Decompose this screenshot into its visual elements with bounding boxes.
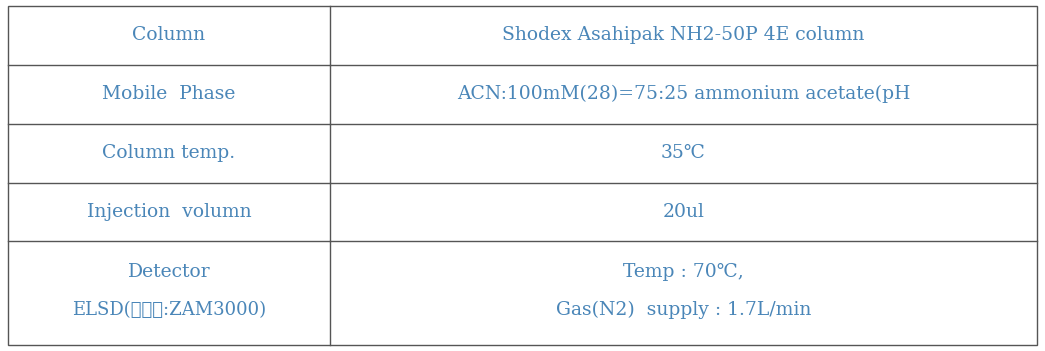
Text: Gas(N2)  supply : 1.7L/min: Gas(N2) supply : 1.7L/min [556, 300, 811, 319]
Text: Shodex Asahipak NH2-50P 4E column: Shodex Asahipak NH2-50P 4E column [503, 26, 864, 45]
Text: 35℃: 35℃ [661, 144, 706, 162]
Text: ELSD(모델명:ZAM3000): ELSD(모델명:ZAM3000) [72, 301, 266, 319]
Text: Mobile  Phase: Mobile Phase [102, 85, 236, 103]
Text: ACN:100mM(28)=75:25 ammonium acetate(pH: ACN:100mM(28)=75:25 ammonium acetate(pH [457, 85, 910, 104]
Text: Detector: Detector [127, 264, 210, 282]
Text: Column: Column [133, 26, 206, 45]
Text: Injection  volumn: Injection volumn [87, 203, 251, 221]
Text: 20ul: 20ul [663, 203, 704, 221]
Text: Column temp.: Column temp. [102, 144, 235, 162]
Text: Temp : 70℃,: Temp : 70℃, [623, 263, 744, 282]
